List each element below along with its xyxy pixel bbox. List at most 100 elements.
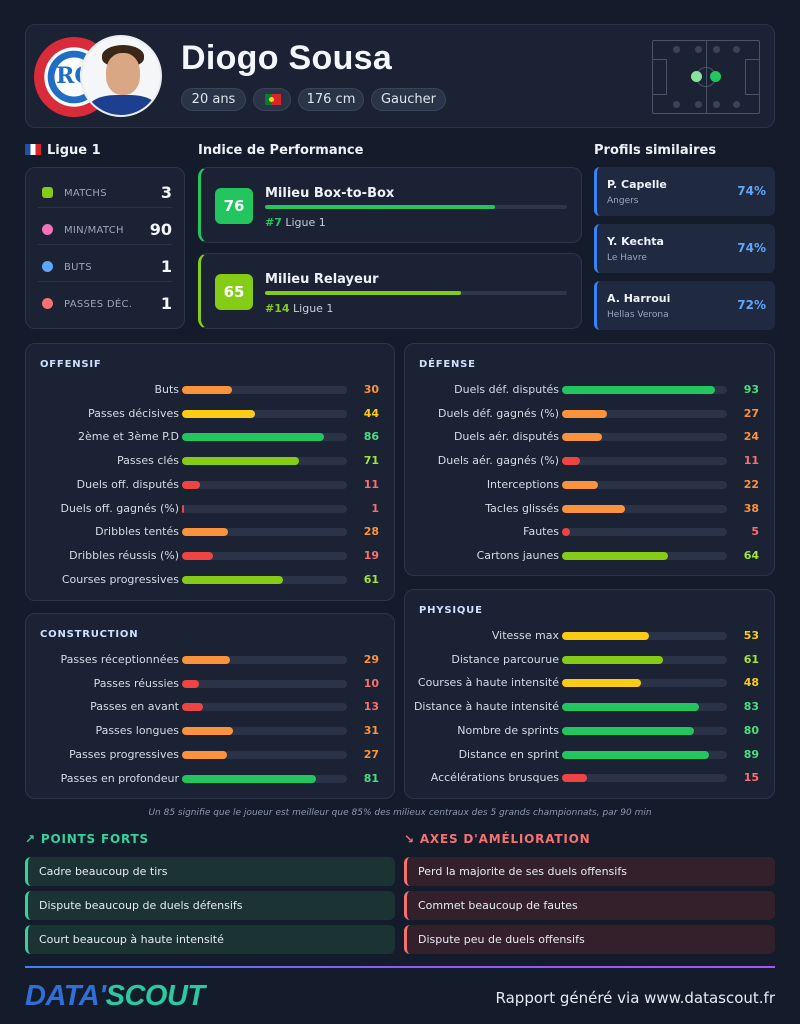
stat-row: Distance à haute intensité 83 xyxy=(405,699,774,715)
stat-value: 22 xyxy=(743,477,759,491)
stat-row: Accélérations brusques 15 xyxy=(405,770,774,786)
stat-label: Duels déf. gagnés (%) xyxy=(437,406,559,420)
stat-bar-fill xyxy=(182,551,214,560)
stat-row: Passes longues 31 xyxy=(26,723,394,739)
stat-row: Cartons jaunes 64 xyxy=(405,548,774,564)
offensif-panel: OFFENSIF Buts 30 Passes décisives 44 2ème et… xyxy=(25,343,395,601)
stat-bar-fill xyxy=(562,703,699,712)
stat-row: Courses à haute intensité 48 xyxy=(405,675,774,691)
stat-label: Dribbles réussis (%) xyxy=(69,548,179,562)
stat-value: 48 xyxy=(743,676,759,690)
stat-bar xyxy=(562,703,727,712)
stat-bar-fill xyxy=(182,480,201,489)
stat-row-buts: BUTS 1 xyxy=(38,252,172,282)
stat-value: 15 xyxy=(743,771,759,785)
stat-bar xyxy=(562,750,727,759)
stat-label: Distance en sprint xyxy=(458,747,559,761)
stat-bar-fill xyxy=(562,551,668,560)
stat-row: Duels aér. gagnés (%) 11 xyxy=(405,453,774,469)
stopwatch-icon xyxy=(42,224,53,235)
stat-row: Passes progressives 27 xyxy=(26,747,394,763)
panel-title: CONSTRUCTION xyxy=(40,629,139,640)
stat-value: 29 xyxy=(363,653,379,666)
stat-bar xyxy=(182,386,347,394)
stat-label: Passes longues xyxy=(95,724,179,738)
improvement-item: Commet beaucoup de fautes xyxy=(404,891,775,920)
stat-value: 5 xyxy=(751,525,759,539)
stat-label: Interceptions xyxy=(486,477,559,491)
stat-bar-fill xyxy=(562,457,581,466)
stat-bar-fill xyxy=(182,433,324,442)
stat-value: 61 xyxy=(743,652,759,666)
stat-value: 28 xyxy=(363,525,379,539)
stat-row: Duels déf. disputés 93 xyxy=(405,382,774,398)
stat-bar xyxy=(562,386,727,394)
stat-bar xyxy=(182,457,347,466)
stat-label: Duels aér. gagnés (%) xyxy=(437,454,559,468)
stat-label: Nombre de sprints xyxy=(457,723,559,737)
stat-row: Passes réussies 10 xyxy=(26,676,394,692)
generated-by-text: Rapport généré via www.datascout.fr xyxy=(495,989,775,1007)
stat-label: Passes réceptionnées xyxy=(60,653,180,666)
stat-label: Passes progressives xyxy=(69,747,179,761)
stat-row-passes-dec: PASSES DÉC. 1 xyxy=(38,289,172,319)
stat-bar-fill xyxy=(182,679,199,688)
stat-bar xyxy=(562,457,727,466)
stat-bar xyxy=(562,409,727,418)
stat-bar xyxy=(182,575,347,584)
stat-row: Fautes 5 xyxy=(405,524,774,540)
stat-bar xyxy=(182,774,347,783)
performance-score: 65 xyxy=(215,274,253,310)
stat-value: 1 xyxy=(371,501,379,515)
strengths-title: ↗ POINTS FORTS xyxy=(25,832,149,846)
league-title: Ligue 1 xyxy=(25,143,101,158)
stat-value: 27 xyxy=(743,406,759,420)
performance-bar-fill xyxy=(265,205,495,209)
stat-bar xyxy=(562,726,727,735)
league-stats-card: MATCHS 3 MIN/MATCH 90 BUTS 1 PASSES DÉC.… xyxy=(25,167,185,329)
stat-bar-fill xyxy=(182,504,185,513)
stat-value: 31 xyxy=(363,724,379,738)
stat-bar xyxy=(182,480,347,489)
stat-label: Fautes xyxy=(523,525,559,539)
stat-bar-fill xyxy=(562,655,663,664)
foot-badge: Gaucher xyxy=(371,88,446,111)
performance-bar xyxy=(265,291,567,295)
similar-profile-card[interactable]: A. Harroui Hellas Verona 72% xyxy=(594,281,775,330)
strength-item: Dispute beaucoup de duels défensifs xyxy=(25,891,395,920)
panel-title: OFFENSIF xyxy=(40,359,102,370)
stat-label: Duels off. disputés xyxy=(76,477,179,491)
stat-bar-fill xyxy=(182,409,255,418)
similar-profile-card[interactable]: Y. Kechta Le Havre 74% xyxy=(594,224,775,273)
stat-value: 11 xyxy=(743,454,759,468)
portugal-flag-icon xyxy=(265,94,281,105)
stat-row: Dribbles réussis (%) 19 xyxy=(26,548,394,564)
stat-row: Tacles glissés 38 xyxy=(405,501,774,517)
percentile-footnote: Un 85 signifie que le joueur est meilleu… xyxy=(148,808,652,818)
stat-row: Interceptions 22 xyxy=(405,477,774,493)
stat-label: Courses à haute intensité xyxy=(417,676,559,690)
stat-row: Vitesse max 53 xyxy=(405,628,774,644)
stat-label: Duels off. gagnés (%) xyxy=(60,501,179,515)
football-icon xyxy=(42,261,53,272)
strength-item: Court beaucoup à haute intensité xyxy=(25,925,395,954)
stat-bar-fill xyxy=(182,457,300,466)
stat-label: Passes en profondeur xyxy=(60,771,179,785)
trend-down-icon: ↘ xyxy=(404,832,415,846)
strength-item: Cadre beaucoup de tirs xyxy=(25,857,395,886)
datascout-logo: DATA'SCOUT xyxy=(25,980,205,1012)
performance-card-relayeur: 65 Milieu Relayeur #14 Ligue 1 xyxy=(198,253,582,329)
stat-bar-fill xyxy=(562,632,650,640)
stat-bar xyxy=(562,551,727,560)
stat-value: 11 xyxy=(363,477,379,491)
panel-title: DÉFENSE xyxy=(419,359,476,370)
stat-value: 38 xyxy=(743,501,759,515)
trend-up-icon: ↗ xyxy=(25,832,36,846)
stat-label: Passes en avant xyxy=(90,700,179,714)
stat-row: Nombre de sprints 80 xyxy=(405,723,774,739)
stat-bar-fill xyxy=(562,386,716,394)
height-badge: 176 cm xyxy=(298,88,364,111)
stat-bar-fill xyxy=(562,433,602,442)
panel-title: PHYSIQUE xyxy=(419,605,483,616)
similar-profile-card[interactable]: P. Capelle Angers 74% xyxy=(594,167,775,216)
